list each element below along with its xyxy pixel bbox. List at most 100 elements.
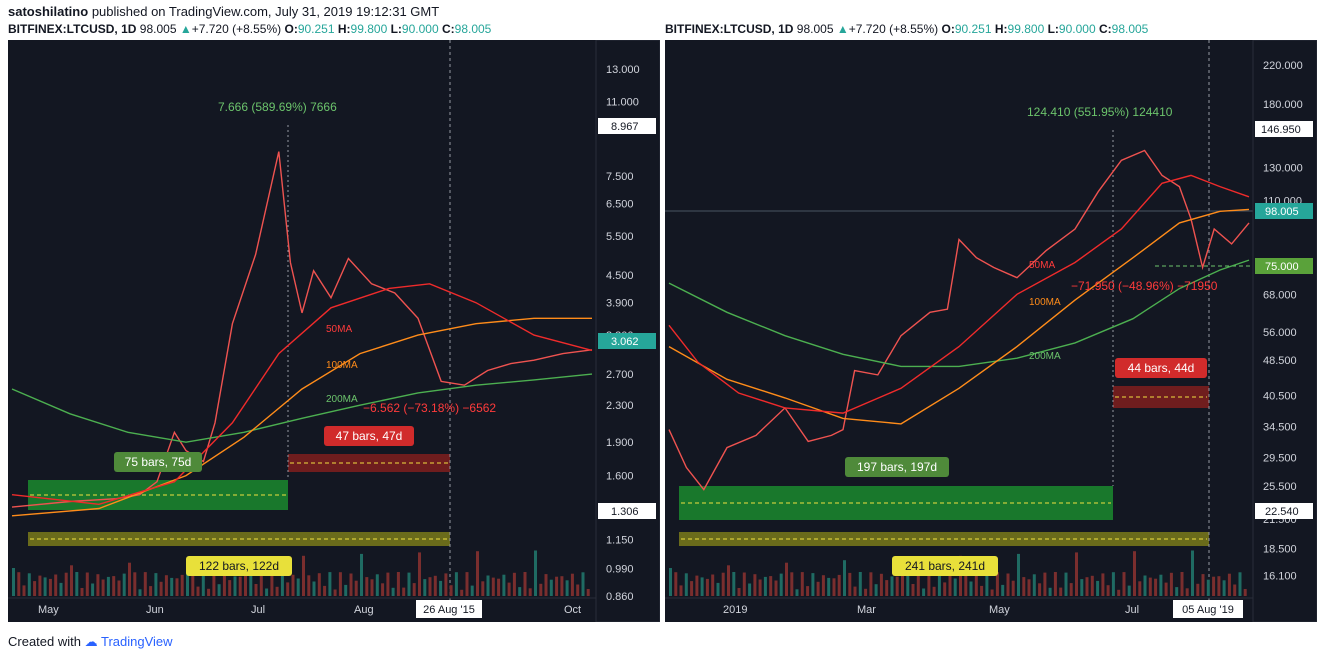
y-tick-label: 56.000 — [1263, 327, 1297, 339]
left-open: 90.251 — [297, 22, 335, 36]
left-chart-svg[interactable]: 7.666 (589.69%) 7666 −6.562 (−73.18%) −6… — [8, 40, 660, 622]
y-tick-label: 3.900 — [606, 298, 634, 310]
last-price-text: 98.005 — [1265, 206, 1299, 218]
volume-bar — [1217, 576, 1221, 596]
volume-bar — [727, 565, 730, 596]
volume-bar — [497, 578, 501, 596]
left-symbol-line: BITFINEX:LTCUSD, 1D 98.005 ▲+7.720 (+8.5… — [8, 22, 492, 36]
publish-header: satoshilatino published on TradingView.c… — [8, 4, 439, 19]
volume-bar — [1206, 579, 1210, 596]
volume-bar — [1117, 589, 1121, 596]
volume-bar — [360, 553, 363, 596]
high-price-text: 8.967 — [611, 121, 639, 133]
volume-bar — [143, 572, 147, 596]
volume-bar — [721, 572, 725, 596]
volume-bar — [1143, 575, 1147, 596]
volume-bar — [911, 584, 915, 596]
volume-bar — [790, 572, 794, 596]
volume-bars — [12, 550, 590, 596]
y-tick-label: 0.860 — [606, 591, 634, 603]
volume-bar — [1238, 572, 1242, 596]
x-tick-oct: Oct — [564, 604, 581, 616]
volume-bar — [43, 577, 47, 596]
y-tick-label: 5.500 — [606, 231, 634, 243]
left-chart-panel[interactable]: 7.666 (589.69%) 7666 −6.562 (−73.18%) −6… — [8, 40, 660, 622]
volume-bar — [96, 574, 100, 596]
volume-bar — [122, 573, 126, 596]
right-chart-svg[interactable]: 124.410 (551.95%) 124410 −71.950 (−48.96… — [665, 40, 1317, 622]
volume-bar — [705, 578, 709, 596]
ma200-label: 200MA — [326, 394, 358, 405]
y-tick-label: 68.000 — [1263, 289, 1297, 301]
right-chart-panel[interactable]: 124.410 (551.95%) 124410 −71.950 (−48.96… — [665, 40, 1317, 622]
right-symbol-line: BITFINEX:LTCUSD, 1D 98.005 ▲+7.720 (+8.5… — [665, 22, 1149, 36]
left-price-axis[interactable] — [595, 40, 660, 622]
volume-bar — [1127, 585, 1131, 596]
volume-bar — [1164, 582, 1168, 596]
volume-bar — [885, 580, 889, 596]
volume-bar — [769, 576, 773, 596]
left-symbol[interactable]: BITFINEX:LTCUSD, 1D — [8, 22, 137, 36]
volume-bar — [338, 572, 342, 596]
volume-bars — [669, 550, 1247, 596]
volume-bar — [795, 589, 799, 596]
volume-bar — [333, 589, 337, 596]
price-series — [668, 149, 1250, 491]
volume-bar — [128, 562, 131, 596]
volume-bar — [12, 568, 15, 596]
volume-bar — [1201, 574, 1205, 596]
volume-bar — [407, 572, 411, 596]
volume-bar — [191, 572, 195, 596]
volume-bar — [265, 588, 269, 596]
volume-bar — [228, 580, 232, 596]
volume-bar — [1148, 577, 1152, 596]
volume-bar — [312, 581, 316, 596]
volume-bar — [948, 574, 952, 596]
y-tick-label: 40.500 — [1263, 390, 1297, 402]
green-bars-text: 197 bars, 197d — [857, 460, 937, 474]
yellow-bars-badge — [186, 556, 292, 576]
volume-bar — [80, 588, 84, 596]
volume-bar — [528, 588, 532, 596]
volume-bar — [1138, 581, 1142, 596]
volume-bar — [716, 582, 720, 596]
volume-bar — [737, 588, 741, 596]
red-bars-badge — [324, 426, 414, 446]
volume-bar — [33, 581, 37, 596]
tradingview-link[interactable]: TradingView — [101, 634, 173, 649]
y-tick-label: 180.000 — [1263, 99, 1303, 111]
volume-bar — [843, 560, 846, 596]
volume-bar — [54, 574, 58, 596]
author-name[interactable]: satoshilatino — [8, 4, 89, 19]
volume-bar — [695, 575, 699, 596]
volume-bar — [512, 572, 516, 596]
y-tick-label: 4.500 — [606, 270, 634, 282]
volume-bar — [763, 576, 767, 596]
x-tick-aug: Aug — [354, 604, 374, 616]
volume-bar — [85, 572, 89, 596]
volume-bar — [539, 583, 543, 596]
volume-bar — [296, 578, 300, 596]
red-bars-text: 47 bars, 47d — [336, 429, 403, 443]
volume-bar — [180, 574, 184, 596]
volume-bar — [75, 572, 79, 596]
volume-bar — [302, 555, 305, 596]
volume-bar — [995, 572, 999, 596]
red-bars-badge — [1115, 358, 1207, 378]
volume-bar — [412, 583, 416, 596]
volume-bar — [1090, 575, 1094, 596]
right-symbol[interactable]: BITFINEX:LTCUSD, 1D — [665, 22, 794, 36]
x-tick-mar: Mar — [857, 604, 876, 616]
x-tick-jun: Jun — [146, 604, 164, 616]
volume-bar — [1032, 574, 1036, 596]
volume-bar — [27, 573, 31, 596]
volume-bar — [832, 578, 836, 596]
volume-bar — [523, 572, 527, 596]
volume-bar — [391, 587, 395, 596]
ma200-line — [668, 259, 1250, 368]
volume-bar — [932, 586, 936, 596]
volume-bar — [1196, 583, 1200, 596]
volume-bar — [17, 572, 21, 596]
volume-bar — [423, 579, 427, 596]
volume-bar — [906, 573, 910, 596]
